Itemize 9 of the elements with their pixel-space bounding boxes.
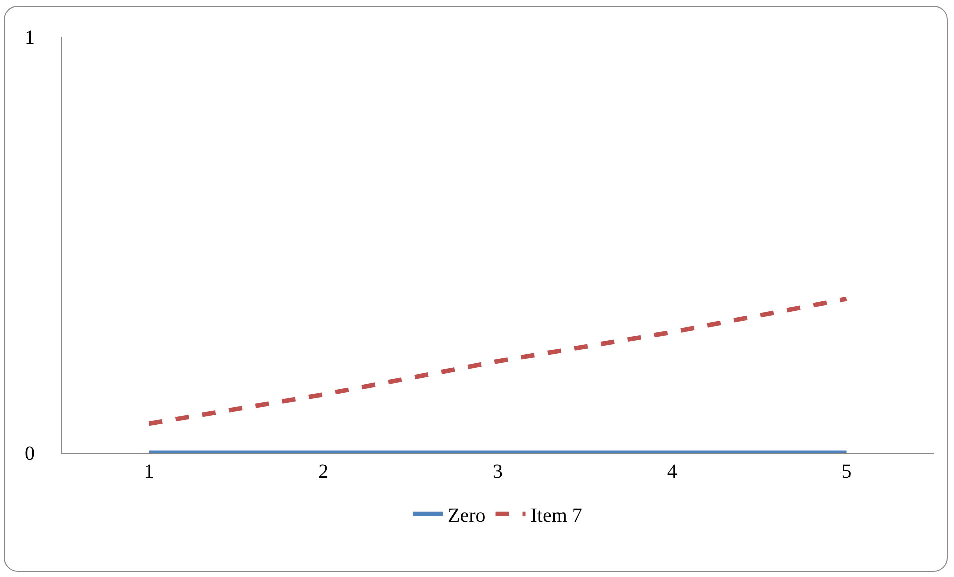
- legend-label: Item 7: [530, 504, 582, 527]
- x-tick-label: 3: [493, 461, 503, 483]
- x-tick-label: 1: [144, 461, 154, 483]
- x-tick-label: 4: [667, 461, 678, 483]
- line-series: [146, 296, 850, 426]
- legend-label: Zero: [448, 504, 486, 527]
- x-tick-label: 2: [318, 461, 329, 483]
- y-tick-label: 0: [25, 443, 35, 465]
- x-tick-label: 5: [842, 461, 852, 483]
